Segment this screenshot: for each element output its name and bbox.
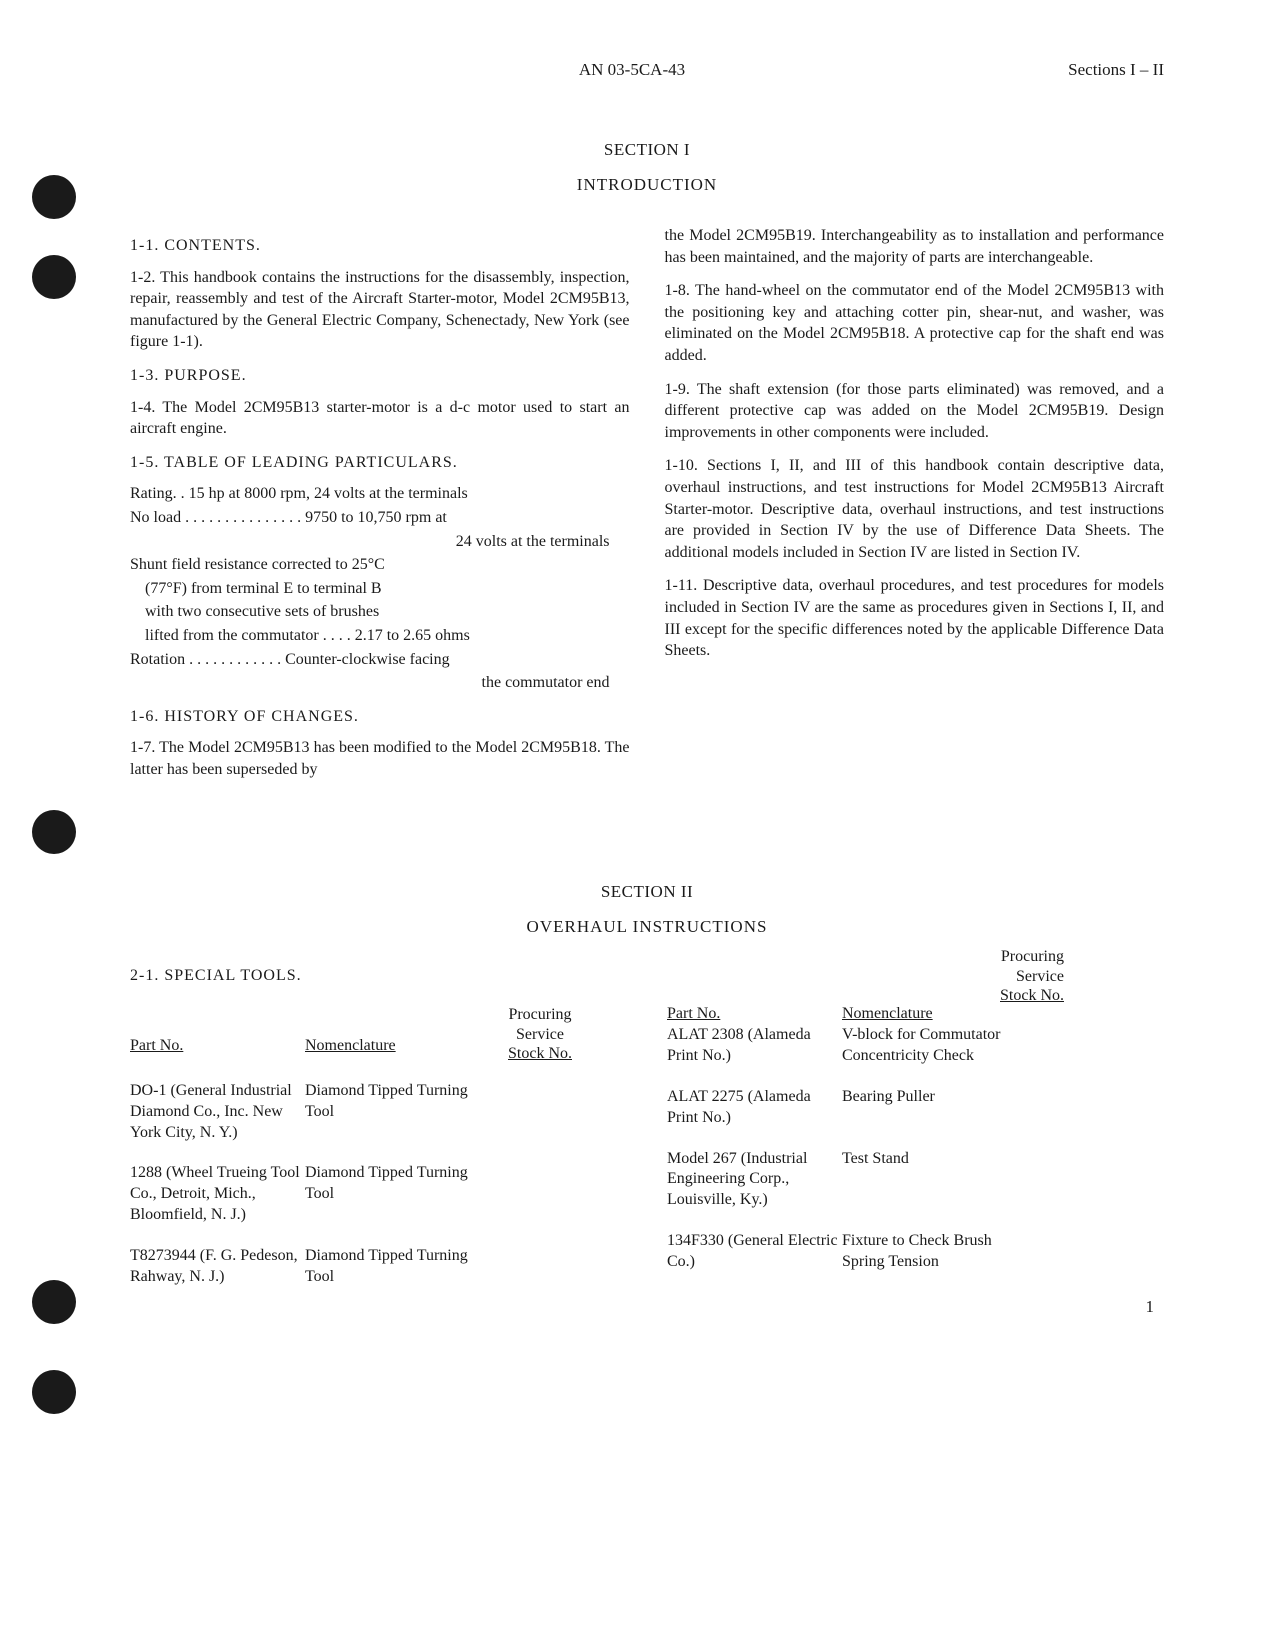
section-2-subtitle: OVERHAUL INSTRUCTIONS — [130, 917, 1164, 937]
td-nomen: Bearing Puller — [842, 1087, 1017, 1129]
punch-hole — [32, 1280, 76, 1324]
spec-noload-cont: 24 volts at the terminals — [130, 531, 630, 553]
tools-right-column: Part No. Nomenclature ALAT 2308 (Alameda… — [667, 1005, 1164, 1307]
section-2-title: SECTION II — [130, 882, 1164, 902]
heading-contents: 1-1. CONTENTS. — [130, 235, 630, 257]
spec-shunt-b: (77°F) from terminal E to terminal B — [130, 578, 630, 600]
spec-rotation-b: the commutator end — [130, 672, 630, 694]
stock-header-line2: Service — [1000, 967, 1064, 986]
td-stock — [480, 1081, 600, 1143]
stock-l2: Service — [480, 1025, 600, 1044]
tools-header-row: Part No. Nomenclature — [667, 1005, 1164, 1023]
th-stock: Procuring Service Stock No. — [480, 1005, 600, 1063]
spec-shunt-d: lifted from the commutator . . . . 2.17 … — [130, 625, 630, 647]
spec-noload: No load . . . . . . . . . . . . . . . 97… — [130, 507, 630, 529]
punch-hole — [32, 175, 76, 219]
th-part-no: Part No. — [667, 1005, 720, 1022]
td-part: DO-1 (General Industrial Diamond Co., In… — [130, 1081, 305, 1143]
stock-header-right: Procuring Service Stock No. — [1000, 947, 1064, 1005]
td-nomen: Test Stand — [842, 1149, 1017, 1211]
td-stock — [1017, 1231, 1137, 1273]
paragraph-1-9: 1-9. The shaft extension (for those part… — [665, 379, 1165, 444]
section-1-title: SECTION I — [130, 140, 1164, 160]
sections-label: Sections I – II — [1068, 60, 1164, 80]
th-nomenclature: Nomenclature — [305, 1037, 396, 1054]
tools-row: DO-1 (General Industrial Diamond Co., In… — [130, 1081, 627, 1143]
td-part: T8273944 (F. G. Pedeson, Rahway, N. J.) — [130, 1246, 305, 1288]
tools-row: Model 267 (Industrial Engineering Corp.,… — [667, 1149, 1164, 1211]
heading-purpose: 1-3. PURPOSE. — [130, 365, 630, 387]
td-stock — [480, 1246, 600, 1288]
punch-hole — [32, 255, 76, 299]
doc-number: AN 03-5CA-43 — [579, 60, 685, 80]
paragraph-1-11: 1-11. Descriptive data, overhaul procedu… — [665, 575, 1165, 661]
tools-row: 1288 (Wheel Trueing Tool Co., Detroit, M… — [130, 1163, 627, 1225]
punch-hole — [32, 810, 76, 854]
td-nomen: Diamond Tipped Turning Tool — [305, 1081, 480, 1143]
page-number: 1 — [1146, 1297, 1155, 1317]
stock-l1: Procuring — [480, 1005, 600, 1024]
paragraph-1-7-cont: the Model 2CM95B19. Interchangeability a… — [665, 225, 1165, 268]
td-part: Model 267 (Industrial Engineering Corp.,… — [667, 1149, 842, 1211]
paragraph-1-4: 1-4. The Model 2CM95B13 starter-motor is… — [130, 397, 630, 440]
paragraph-1-7: 1-7. The Model 2CM95B13 has been modifie… — [130, 737, 630, 780]
left-column: 1-1. CONTENTS. 1-2. This handbook contai… — [130, 225, 630, 792]
stock-header-line1: Procuring — [1000, 947, 1064, 966]
td-part: ALAT 2275 (Alameda Print No.) — [667, 1087, 842, 1129]
tools-row: ALAT 2308 (Alameda Print No.) V-block fo… — [667, 1025, 1164, 1067]
td-nomen: Diamond Tipped Turning Tool — [305, 1163, 480, 1225]
td-nomen: Fixture to Check Brush Spring Tension — [842, 1231, 1017, 1273]
stock-header-line3: Stock No. — [1000, 986, 1064, 1005]
tools-header-row: Part No. Nomenclature Procuring Service … — [130, 1005, 627, 1063]
td-stock — [1017, 1149, 1137, 1211]
td-nomen: Diamond Tipped Turning Tool — [305, 1246, 480, 1288]
tools-row: ALAT 2275 (Alameda Print No.) Bearing Pu… — [667, 1087, 1164, 1129]
section-1-content: 1-1. CONTENTS. 1-2. This handbook contai… — [130, 225, 1164, 792]
spec-rating: Rating. . 15 hp at 8000 rpm, 24 volts at… — [130, 483, 630, 505]
spec-block: Rating. . 15 hp at 8000 rpm, 24 volts at… — [130, 483, 630, 693]
tools-row: T8273944 (F. G. Pedeson, Rahway, N. J.) … — [130, 1246, 627, 1288]
spec-shunt: Shunt field resistance corrected to 25°C — [130, 554, 630, 576]
th-nomenclature: Nomenclature — [842, 1005, 933, 1022]
tools-row: 134F330 (General Electric Co.) Fixture t… — [667, 1231, 1164, 1273]
td-stock — [1017, 1087, 1137, 1129]
right-column: the Model 2CM95B19. Interchangeability a… — [665, 225, 1165, 792]
th-part-no: Part No. — [130, 1037, 183, 1054]
paragraph-1-2: 1-2. This handbook contains the instruct… — [130, 267, 630, 353]
tools-table: Part No. Nomenclature Procuring Service … — [130, 1005, 1164, 1307]
spec-shunt-c: with two consecutive sets of brushes — [130, 601, 630, 623]
td-stock — [1017, 1025, 1137, 1067]
heading-history: 1-6. HISTORY OF CHANGES. — [130, 706, 630, 728]
td-stock — [480, 1163, 600, 1225]
stock-l3: Stock No. — [480, 1044, 600, 1063]
tools-left-column: Part No. Nomenclature Procuring Service … — [130, 1005, 627, 1307]
paragraph-1-10: 1-10. Sections I, II, and III of this ha… — [665, 455, 1165, 563]
td-nomen: V-block for Commutator Concentricity Che… — [842, 1025, 1017, 1067]
td-part: 134F330 (General Electric Co.) — [667, 1231, 842, 1273]
td-part: ALAT 2308 (Alameda Print No.) — [667, 1025, 842, 1067]
paragraph-1-8: 1-8. The hand-wheel on the commutator en… — [665, 280, 1165, 366]
td-part: 1288 (Wheel Trueing Tool Co., Detroit, M… — [130, 1163, 305, 1225]
page-header: AN 03-5CA-43 Sections I – II — [130, 60, 1164, 80]
punch-hole — [32, 1370, 76, 1414]
heading-table-particulars: 1-5. TABLE OF LEADING PARTICULARS. — [130, 452, 630, 474]
spec-rotation: Rotation . . . . . . . . . . . . Counter… — [130, 649, 630, 671]
section-1-subtitle: INTRODUCTION — [130, 175, 1164, 195]
